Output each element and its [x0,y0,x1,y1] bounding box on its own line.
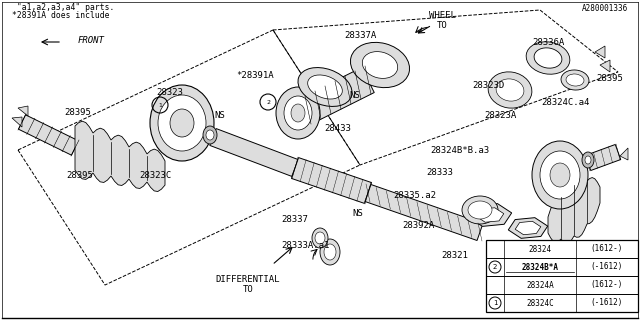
Text: (1612-): (1612-) [591,244,623,253]
Text: 2: 2 [266,100,270,105]
Polygon shape [75,121,165,191]
Polygon shape [301,68,374,123]
Text: FRONT: FRONT [78,36,105,44]
Ellipse shape [150,85,214,161]
Ellipse shape [291,104,305,122]
Ellipse shape [298,68,352,107]
Polygon shape [12,117,22,127]
Text: 28336A: 28336A [532,37,564,46]
Polygon shape [508,218,548,238]
Ellipse shape [308,75,342,99]
Text: 28395: 28395 [596,74,623,83]
Polygon shape [585,145,621,171]
Polygon shape [291,157,372,204]
Text: 28433: 28433 [324,124,351,132]
Ellipse shape [276,87,320,139]
Text: WHEEL: WHEEL [429,11,456,20]
Text: 28323D: 28323D [472,81,504,90]
Text: 28324C: 28324C [526,299,554,308]
Ellipse shape [526,42,570,74]
Text: NS: NS [349,91,360,100]
Ellipse shape [312,228,328,248]
Ellipse shape [540,151,580,199]
Text: 2: 2 [493,264,497,270]
Text: 28335.a2: 28335.a2 [394,190,436,199]
Ellipse shape [585,156,591,164]
Ellipse shape [284,96,312,130]
Ellipse shape [462,196,498,224]
Ellipse shape [566,74,584,86]
Text: (-1612): (-1612) [591,262,623,271]
Text: 28324B*A: 28324B*A [522,262,559,271]
Text: 28395: 28395 [65,108,92,116]
Ellipse shape [315,232,325,244]
Text: NS: NS [214,110,225,119]
Polygon shape [595,46,605,58]
Text: 28323A: 28323A [484,110,516,119]
Ellipse shape [532,141,588,209]
Text: (-1612): (-1612) [591,299,623,308]
Ellipse shape [206,130,214,140]
Text: (1612-): (1612-) [591,281,623,290]
Polygon shape [620,148,628,160]
Text: 1: 1 [493,300,497,306]
Ellipse shape [582,152,594,168]
Ellipse shape [320,239,340,265]
Text: 1: 1 [158,102,162,108]
Ellipse shape [362,52,397,78]
Polygon shape [548,176,600,244]
Ellipse shape [158,95,206,151]
Polygon shape [468,204,511,226]
Polygon shape [515,221,541,235]
Text: *28391A: *28391A [236,70,274,79]
Text: A280001336: A280001336 [582,4,628,12]
Ellipse shape [468,201,492,219]
Polygon shape [19,115,79,155]
Text: DIFFERENTIAL: DIFFERENTIAL [216,276,280,284]
Text: 28337A: 28337A [344,30,376,39]
Text: 28324B*B.a3: 28324B*B.a3 [431,146,490,155]
Text: 28321: 28321 [442,251,468,260]
Bar [486,240,638,312]
Polygon shape [600,60,610,72]
Text: TO: TO [436,20,447,29]
Text: 28323C: 28323C [139,171,171,180]
Ellipse shape [488,72,532,108]
Text: 28324A: 28324A [526,281,554,290]
Text: 28333A.a1: 28333A.a1 [281,241,329,250]
Text: 28337: 28337 [282,215,308,225]
Ellipse shape [561,70,589,90]
Ellipse shape [170,109,194,137]
Text: TO: TO [243,285,253,294]
Polygon shape [210,129,298,176]
Text: 28395: 28395 [67,171,93,180]
Ellipse shape [203,126,217,144]
Text: *28391A does include: *28391A does include [12,11,109,20]
Ellipse shape [496,79,524,101]
Ellipse shape [351,42,410,88]
Text: 28333: 28333 [427,167,453,177]
Ellipse shape [324,244,336,260]
Text: 28392A: 28392A [402,220,434,229]
Text: NS: NS [353,209,364,218]
Text: 28324C.a4: 28324C.a4 [541,98,589,107]
Ellipse shape [534,48,562,68]
Text: 28323: 28323 [157,87,184,97]
Polygon shape [365,185,483,241]
Ellipse shape [550,163,570,187]
Text: 28324: 28324 [529,244,552,253]
Polygon shape [476,208,504,222]
Text: "a1,a2,a3,a4" parts.: "a1,a2,a3,a4" parts. [12,3,115,12]
Polygon shape [18,106,28,116]
